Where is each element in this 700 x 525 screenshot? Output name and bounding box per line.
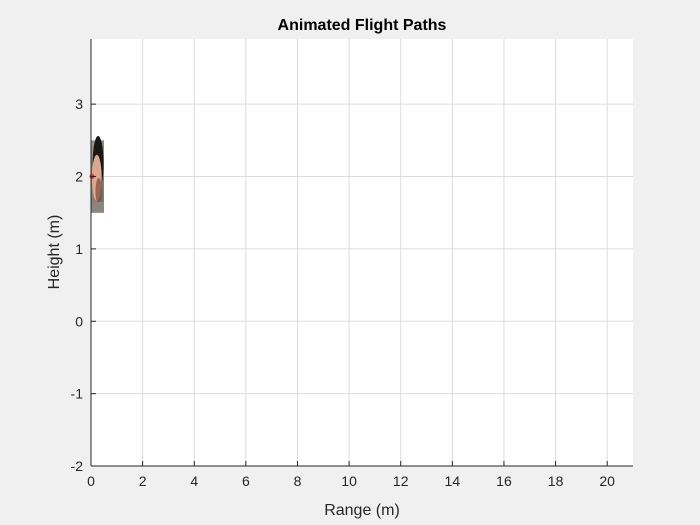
x-tick-label: 14 bbox=[445, 473, 461, 489]
x-tick-label: 20 bbox=[599, 473, 615, 489]
x-tick-label: 18 bbox=[548, 473, 564, 489]
photo-shadow bbox=[95, 177, 102, 205]
y-ticks: -2 -1 0 1 2 3 bbox=[71, 96, 96, 474]
y-tick-label: 1 bbox=[75, 241, 83, 257]
y-tick-label: 0 bbox=[75, 313, 83, 329]
x-tick-label: 10 bbox=[341, 473, 357, 489]
x-tick-label: 0 bbox=[87, 473, 95, 489]
x-tick-label: 8 bbox=[294, 473, 302, 489]
x-tick-label: 2 bbox=[139, 473, 147, 489]
x-tick-label: 12 bbox=[393, 473, 409, 489]
chart-title: Animated Flight Paths bbox=[278, 17, 447, 34]
x-tick-label: 16 bbox=[496, 473, 512, 489]
x-axis-label: Range (m) bbox=[324, 502, 400, 519]
x-ticks: 0 2 4 6 8 10 12 14 16 18 20 bbox=[87, 461, 615, 489]
axes bbox=[90, 39, 633, 467]
x-tick-label: 4 bbox=[190, 473, 198, 489]
y-axis-label: Height (m) bbox=[46, 215, 63, 290]
face-photo-icon bbox=[91, 135, 104, 213]
y-tick-label: -1 bbox=[71, 386, 84, 402]
y-tick-label: 2 bbox=[75, 169, 83, 185]
photo-bottom bbox=[91, 201, 104, 213]
axes-background bbox=[91, 39, 633, 466]
image-overlay bbox=[91, 135, 104, 213]
y-tick-label: -2 bbox=[71, 458, 84, 474]
x-tick-label: 6 bbox=[242, 473, 250, 489]
y-tick-label: 3 bbox=[75, 96, 83, 112]
